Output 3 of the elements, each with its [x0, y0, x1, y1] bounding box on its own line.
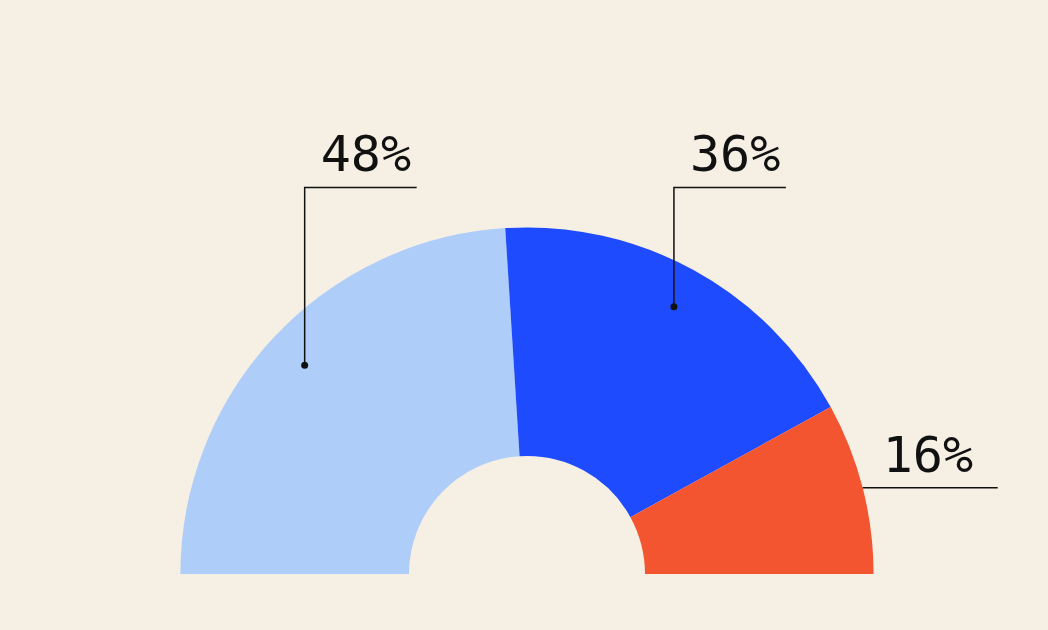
data-label: 36% [689, 125, 781, 184]
data-label: 16% [882, 425, 973, 484]
data-label: 48% [320, 125, 411, 184]
